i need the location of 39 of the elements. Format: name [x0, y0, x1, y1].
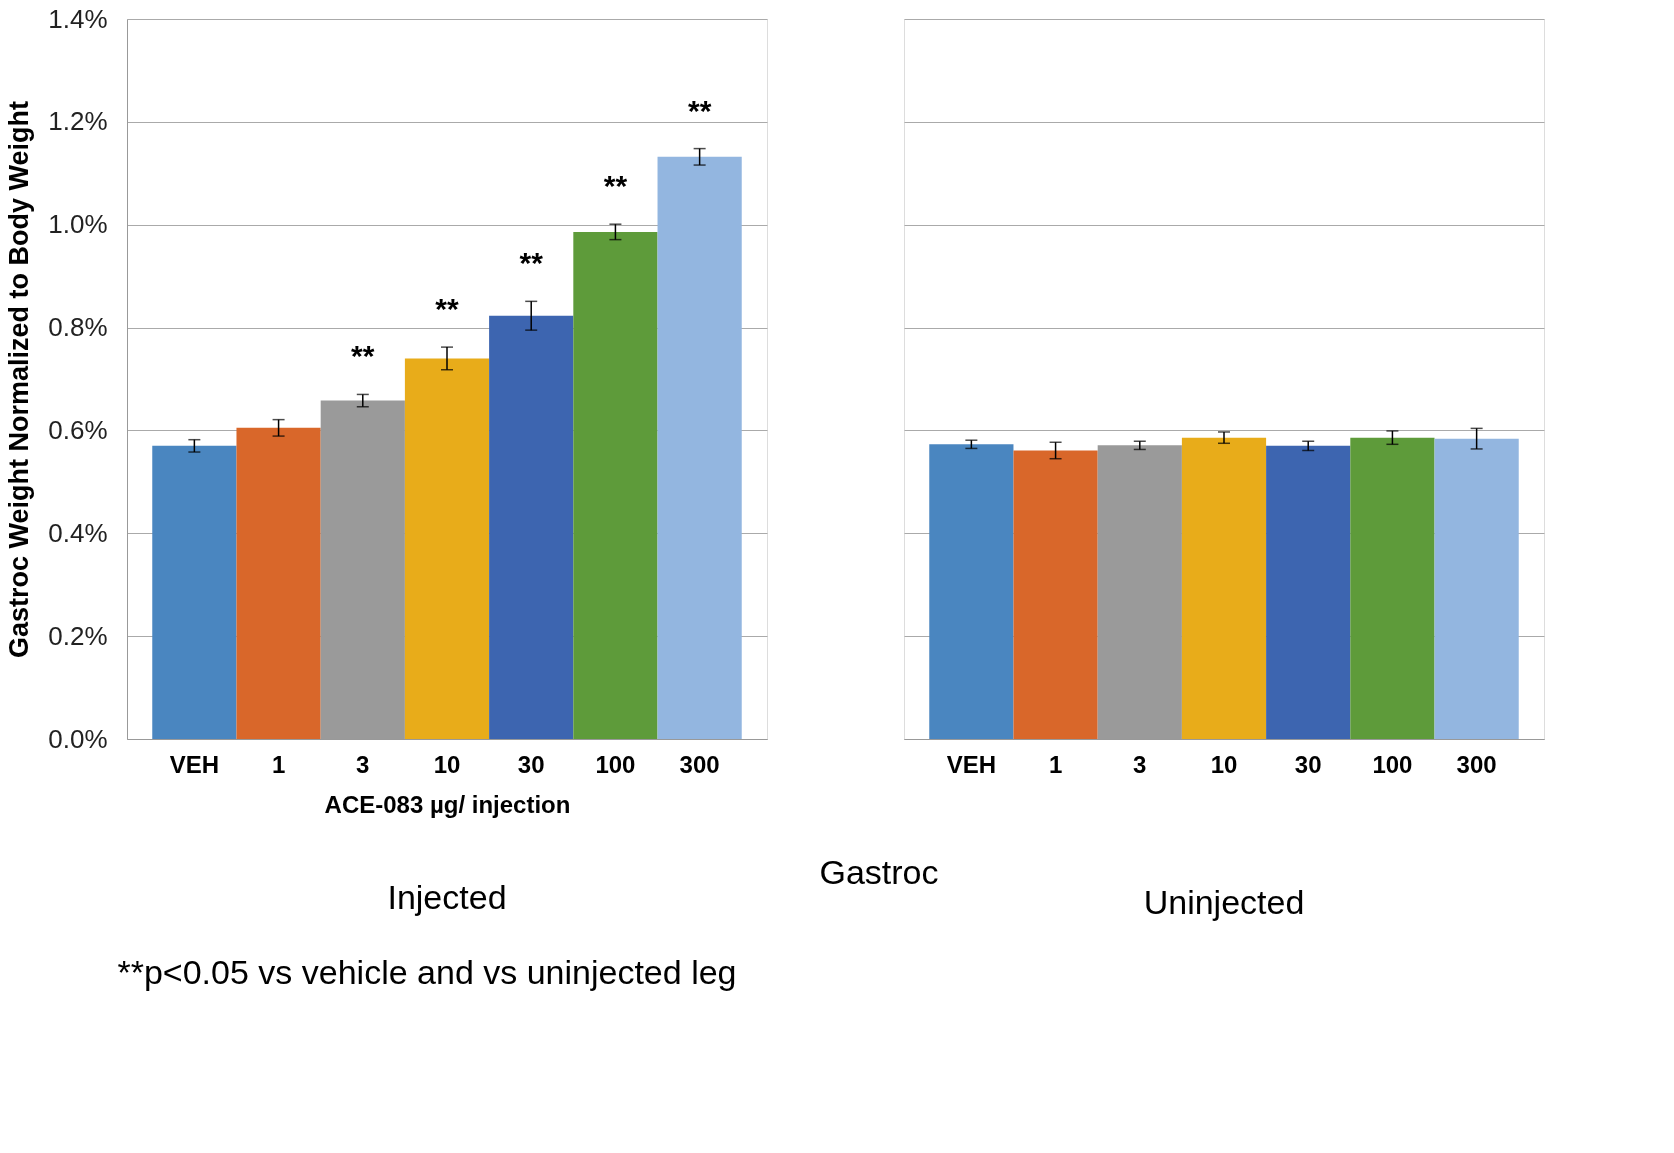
annotation: **: [435, 292, 459, 326]
x-tick-label: 3: [356, 750, 370, 778]
y-tick-label: 0.6%: [48, 414, 108, 445]
text: **p<0.05 vs vehicle and vs uninjected leg: [117, 953, 737, 991]
x-tick-label: 1: [1048, 750, 1063, 778]
x-tick-label: 30: [1294, 750, 1322, 778]
text: Uninjected: [1143, 883, 1305, 921]
text: Gastroc: [819, 853, 939, 891]
annotation: **: [687, 93, 712, 127]
x-tick-label: 30: [517, 750, 545, 778]
x-tick-label: 3: [1133, 750, 1147, 778]
bar: [573, 231, 658, 739]
x-tick-label: VEH: [946, 750, 997, 778]
annotation: **: [351, 339, 375, 373]
bar: [236, 427, 321, 739]
y-tick-label: 1.2%: [48, 106, 108, 137]
bar: [657, 156, 742, 739]
y-tick-label: 0.8%: [48, 312, 108, 343]
y-axis-title: Gastroc Weight Normalized to Body Weight: [4, 100, 35, 659]
x-tick-label: 100: [1372, 750, 1413, 778]
annotation: **: [519, 246, 544, 280]
y-tick-label: 1.4%: [48, 3, 108, 34]
x-tick-label: 100: [595, 750, 636, 778]
bar: [404, 358, 490, 739]
y-tick-label: 0.4%: [48, 517, 108, 548]
y-tick-label: 0.2%: [48, 620, 108, 651]
bar: [152, 445, 237, 739]
x-tick-label: 300: [1456, 750, 1497, 778]
x-tick-label: VEH: [169, 750, 220, 778]
y-tick-label: 1.0%: [48, 209, 108, 240]
text: Injected: [387, 878, 507, 916]
bar: [489, 315, 574, 739]
x-tick-label: 10: [433, 750, 461, 778]
y-tick-label: 0.0%: [48, 723, 108, 754]
x-tick-label: 10: [1210, 750, 1238, 778]
x-tick-label: 300: [679, 750, 720, 778]
x-axis-title: ACE-083 µg/ injection: [324, 790, 571, 818]
annotation: **: [603, 169, 628, 203]
x-tick-label: 1: [271, 750, 286, 778]
